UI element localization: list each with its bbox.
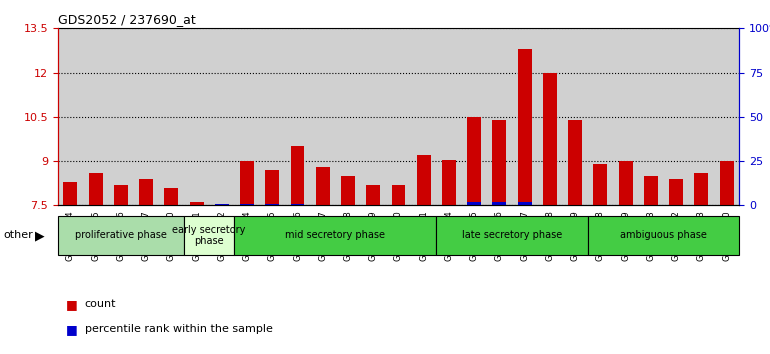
Bar (63, 182, 77, 205)
Bar (114, 185, 128, 205)
Bar (594, 164, 608, 205)
Bar (720, 161, 734, 205)
Bar (618, 161, 633, 205)
Bar (139, 179, 153, 205)
Bar (543, 73, 557, 205)
Bar (467, 117, 481, 205)
Bar (290, 204, 304, 205)
Text: mid secretory phase: mid secretory phase (286, 230, 385, 240)
Bar (240, 161, 254, 205)
Text: late secretory phase: late secretory phase (462, 230, 562, 240)
Bar (266, 170, 280, 205)
Bar (215, 204, 229, 205)
Bar (316, 167, 330, 205)
Bar (669, 179, 683, 205)
Bar (517, 202, 531, 205)
Bar (417, 155, 430, 205)
Bar (367, 185, 380, 205)
Text: GDS2052 / 237690_at: GDS2052 / 237690_at (58, 13, 196, 26)
Bar (164, 188, 179, 205)
Bar (442, 160, 456, 205)
Bar (266, 204, 280, 205)
Text: count: count (85, 299, 116, 309)
Bar (644, 176, 658, 205)
Bar (290, 146, 304, 205)
Bar (517, 49, 531, 205)
Bar (391, 185, 406, 205)
Text: ■: ■ (65, 298, 77, 311)
Text: percentile rank within the sample: percentile rank within the sample (85, 324, 273, 334)
Bar (89, 173, 102, 205)
Bar (493, 120, 507, 205)
Bar (467, 202, 481, 205)
Text: proliferative phase: proliferative phase (75, 230, 167, 240)
Bar (189, 202, 203, 205)
Bar (240, 204, 254, 205)
Text: early secretory
phase: early secretory phase (172, 224, 246, 246)
Text: other: other (4, 230, 34, 240)
Text: ■: ■ (65, 323, 77, 336)
Text: ambiguous phase: ambiguous phase (620, 230, 707, 240)
Text: ▶: ▶ (35, 229, 44, 242)
Bar (341, 176, 355, 205)
Bar (568, 120, 582, 205)
Bar (215, 204, 229, 205)
Bar (493, 202, 507, 205)
Bar (695, 173, 708, 205)
